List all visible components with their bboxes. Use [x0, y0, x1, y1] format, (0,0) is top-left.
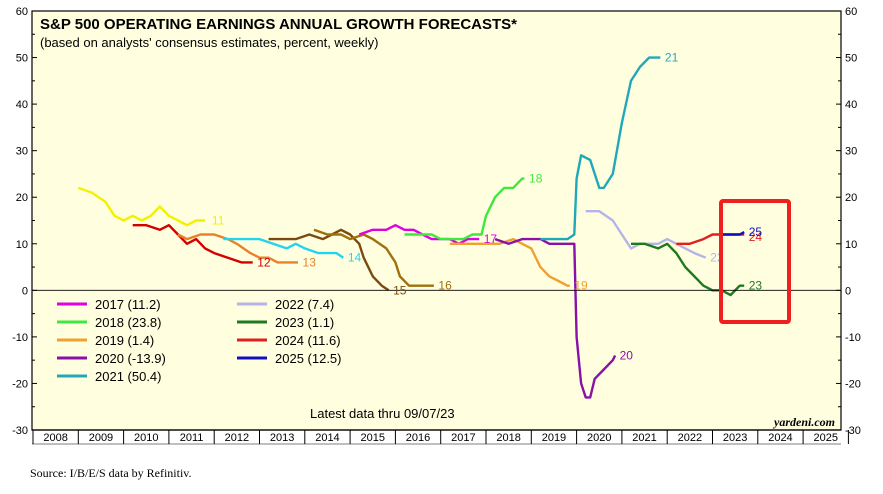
series-label-15: 15 — [393, 283, 407, 297]
x-tick-label: 2015 — [361, 432, 385, 444]
series-label-19: 19 — [574, 279, 588, 293]
x-tick-label: 2016 — [406, 432, 430, 444]
series-line-23 — [631, 242, 745, 297]
highlight-box — [719, 199, 791, 324]
legend-item: 2021 (50.4) — [95, 369, 162, 384]
x-tick-label: 2013 — [270, 432, 294, 444]
x-tick-label: 2010 — [134, 432, 158, 444]
chart-subtitle: (based on analysts' consensus estimates,… — [40, 35, 378, 50]
y-tick-label-right: 40 — [845, 99, 857, 111]
legend-item: 2023 (1.1) — [275, 315, 334, 330]
y-tick-label-right: 20 — [845, 192, 857, 204]
legend-item: 2018 (23.8) — [95, 315, 162, 330]
x-tick-label: 2014 — [315, 432, 339, 444]
y-tick-label-left: 50 — [16, 53, 28, 65]
latest-data-note: Latest data thru 09/07/23 — [310, 406, 455, 421]
x-axis: 2008 2009 2010 2011 2012 2013 2014 2015 2016 2017… — [32, 429, 849, 445]
series-label-14: 14 — [348, 251, 362, 265]
series-label-20: 20 — [620, 349, 634, 363]
series-line-14 — [223, 237, 344, 259]
legend-item: 2022 (7.4) — [275, 297, 334, 312]
plot-area — [31, 10, 842, 431]
x-tick-label: 2017 — [451, 432, 475, 444]
x-tick-label: 2022 — [678, 432, 702, 444]
y-tick-label-right: 30 — [845, 146, 857, 158]
series-line-18 — [404, 177, 525, 241]
series-layer — [77, 56, 745, 399]
series-label-16: 16 — [438, 279, 452, 293]
y-tick-label-right: -20 — [845, 378, 861, 390]
series-label-24: 24 — [749, 230, 763, 244]
series-line-15 — [268, 228, 390, 292]
x-tick-label: 2012 — [225, 432, 249, 444]
x-tick-label: 2024 — [768, 432, 792, 444]
series-line-19 — [449, 237, 570, 287]
legend-item: 2024 (11.6) — [275, 333, 341, 348]
y-tick-label-right: 60 — [845, 6, 857, 18]
brand-label: yardeni.com — [772, 415, 835, 429]
series-label-25: 25 — [749, 225, 763, 239]
chart-title: S&P 500 OPERATING EARNINGS ANNUAL GROWTH… — [40, 16, 517, 33]
series-line-16 — [313, 228, 434, 287]
x-tick-label: 2008 — [43, 432, 67, 444]
x-tick-label: 2019 — [542, 432, 566, 444]
series-label-12: 12 — [257, 255, 271, 269]
series-line-22 — [585, 210, 707, 259]
x-tick-label: 2020 — [587, 432, 611, 444]
series-line-20 — [494, 237, 617, 399]
source-note: Source: I/B/E/S data by Refinitiv. — [30, 466, 192, 480]
series-label-23: 23 — [749, 279, 763, 293]
legend-item: 2017 (11.2) — [95, 297, 161, 312]
y-tick-label-left: -30 — [12, 425, 28, 437]
series-label-13: 13 — [303, 255, 317, 269]
series-label-18: 18 — [529, 172, 543, 186]
y-ticks: -30 -30 -20 -20 -10 -10 0 0 10 10 20 20 30 30 40 40 50 50… — [12, 6, 861, 437]
y-tick-label-right: 0 — [845, 285, 851, 297]
series-line-11 — [77, 186, 206, 227]
series-line-13 — [177, 233, 298, 264]
y-tick-label-right: 50 — [845, 53, 857, 65]
series-label-11: 11 — [212, 214, 225, 228]
y-tick-label-left: 40 — [16, 99, 28, 111]
y-tick-label-left: 20 — [16, 192, 28, 204]
series-label-17: 17 — [484, 232, 498, 246]
x-tick-label: 2023 — [723, 432, 747, 444]
y-tick-label-left: 10 — [16, 239, 28, 251]
x-tick-label: 2011 — [180, 432, 204, 444]
y-tick-label-left: -20 — [12, 378, 28, 390]
y-tick-label-left: -10 — [12, 332, 28, 344]
series-line-25 — [721, 231, 745, 236]
y-tick-label-left: 0 — [22, 285, 28, 297]
x-tick-label: 2021 — [632, 432, 656, 444]
x-tick-label: 2009 — [89, 432, 113, 444]
series-line-12 — [132, 224, 253, 264]
x-tick-label: 2025 — [814, 432, 838, 444]
y-tick-label-right: 10 — [845, 239, 857, 251]
y-tick-label-right: -30 — [845, 425, 861, 437]
y-tick-label-left: 30 — [16, 146, 28, 158]
legend-item: 2019 (1.4) — [95, 333, 154, 348]
x-tick-label: 2018 — [496, 432, 520, 444]
legend: 2017 (11.2) 2018 (23.8) 2019 (1.4) 2020 (-1… — [57, 297, 342, 384]
series-line-21 — [540, 56, 661, 241]
y-tick-label-right: -10 — [845, 332, 861, 344]
legend-item: 2020 (-13.9) — [95, 351, 166, 366]
legend-item: 2025 (12.5) — [275, 351, 342, 366]
series-label-21: 21 — [665, 51, 679, 65]
y-tick-label-left: 60 — [16, 6, 28, 18]
